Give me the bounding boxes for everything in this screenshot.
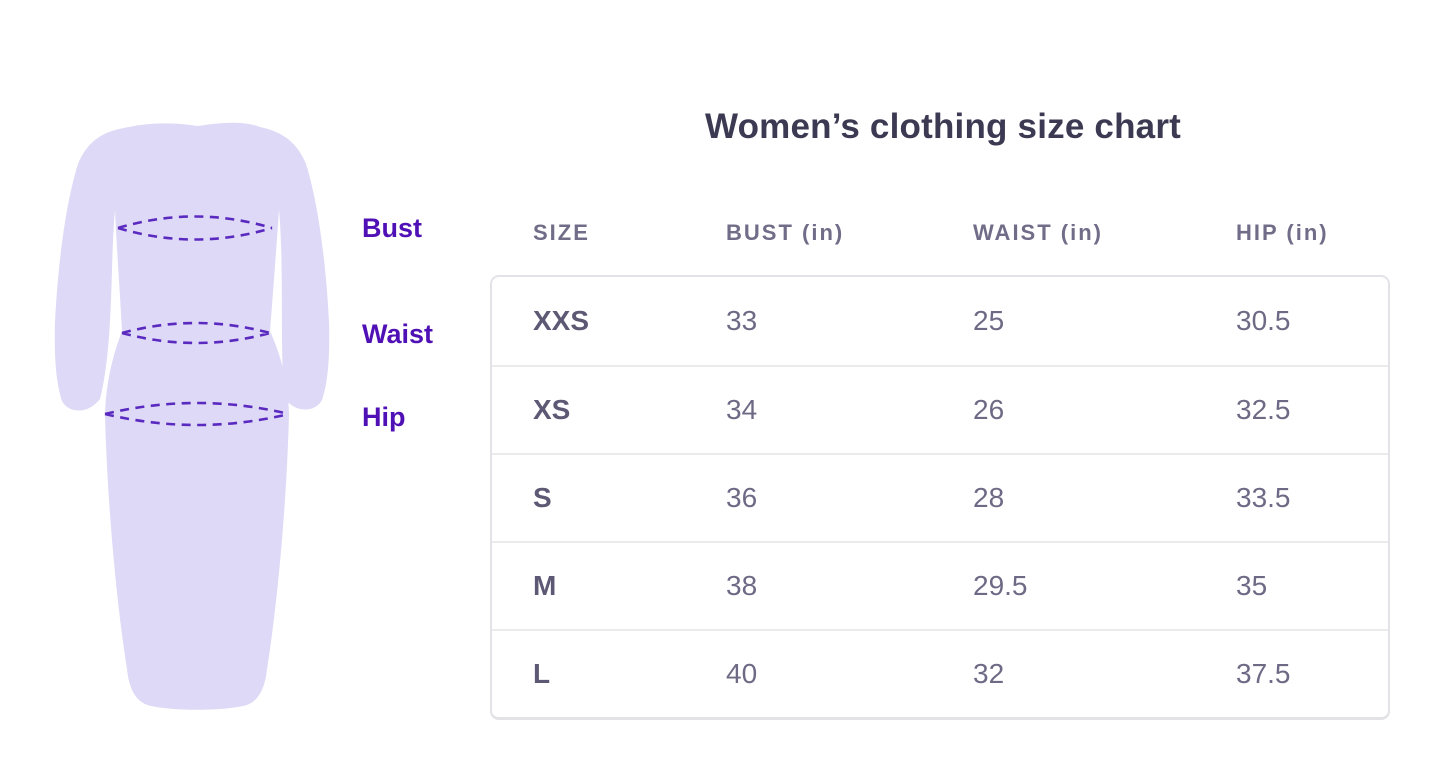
hip-measure-ellipse-icon bbox=[104, 401, 290, 427]
size-cell: XS bbox=[533, 394, 571, 425]
waist-cell: 28 bbox=[973, 482, 1005, 513]
hip-cell: 37.5 bbox=[1236, 658, 1291, 689]
table-row: M 38 29.5 35 bbox=[492, 541, 1388, 629]
hip-cell: 32.5 bbox=[1236, 394, 1291, 425]
waist-label: Waist bbox=[362, 319, 434, 349]
table-header-row: SIZE BUST (in) WAIST (in) HIP (in) bbox=[493, 216, 1393, 250]
column-header-bust: BUST (in) bbox=[726, 220, 845, 245]
bust-cell: 40 bbox=[726, 658, 758, 689]
waist-cell: 26 bbox=[973, 394, 1005, 425]
size-cell: XXS bbox=[533, 305, 590, 336]
hip-cell: 33.5 bbox=[1236, 482, 1291, 513]
hip-label: Hip bbox=[362, 402, 406, 432]
bust-cell: 34 bbox=[726, 394, 758, 425]
column-header-waist: WAIST (in) bbox=[973, 220, 1103, 245]
dress-body-shape bbox=[54, 122, 330, 710]
waist-measure-ellipse-icon bbox=[121, 321, 271, 345]
size-cell: M bbox=[533, 570, 557, 601]
waist-cell: 32 bbox=[973, 658, 1005, 689]
hip-cell: 35 bbox=[1236, 570, 1268, 601]
bust-measure-ellipse-icon bbox=[117, 215, 273, 241]
hip-cell: 30.5 bbox=[1236, 305, 1291, 336]
table-row: XXS 33 25 30.5 bbox=[492, 277, 1388, 365]
size-table: XXS 33 25 30.5 XS 34 26 32.5 S 36 28 33.… bbox=[490, 275, 1390, 720]
dress-illustration bbox=[48, 113, 348, 713]
table-row: XS 34 26 32.5 bbox=[492, 365, 1388, 453]
table-row: S 36 28 33.5 bbox=[492, 453, 1388, 541]
column-header-size: SIZE bbox=[533, 220, 590, 245]
page-title: Women’s clothing size chart bbox=[704, 107, 1182, 146]
column-header-hip: HIP (in) bbox=[1236, 220, 1329, 245]
waist-cell: 25 bbox=[973, 305, 1005, 336]
waist-cell: 29.5 bbox=[973, 570, 1028, 601]
bust-cell: 33 bbox=[726, 305, 758, 336]
size-cell: L bbox=[533, 658, 551, 689]
dress-silhouette-icon bbox=[54, 122, 330, 710]
size-cell: S bbox=[533, 482, 552, 513]
bust-cell: 36 bbox=[726, 482, 758, 513]
bust-label: Bust bbox=[362, 213, 422, 243]
bust-cell: 38 bbox=[726, 570, 758, 601]
table-row: L 40 32 37.5 bbox=[492, 629, 1388, 717]
